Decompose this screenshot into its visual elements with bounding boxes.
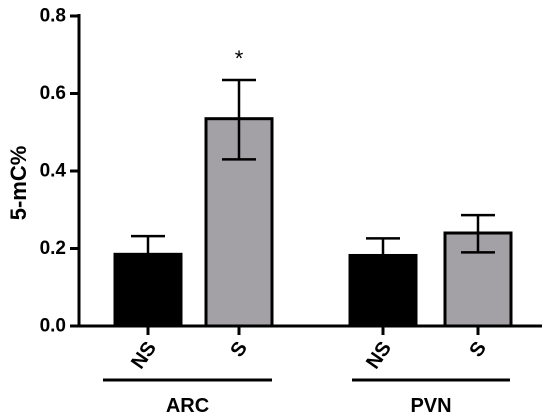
y-tick-label: 0.2 (40, 238, 66, 259)
group-label: PVN (410, 395, 451, 417)
y-axis-label: 5-mC% (6, 146, 31, 221)
significance-marker: * (235, 46, 244, 71)
y-tick-label: 0.6 (40, 83, 66, 104)
x-tick-label: NS (127, 338, 161, 373)
y-tick-label: 0.4 (40, 161, 67, 182)
x-tick-label: S (226, 338, 252, 362)
group-label: ARC (166, 395, 209, 417)
y-tick-label: 0.8 (40, 6, 66, 27)
x-tick-label: S (465, 338, 491, 362)
x-tick-label: NS (362, 338, 396, 373)
y-tick-label: 0.0 (40, 316, 66, 337)
